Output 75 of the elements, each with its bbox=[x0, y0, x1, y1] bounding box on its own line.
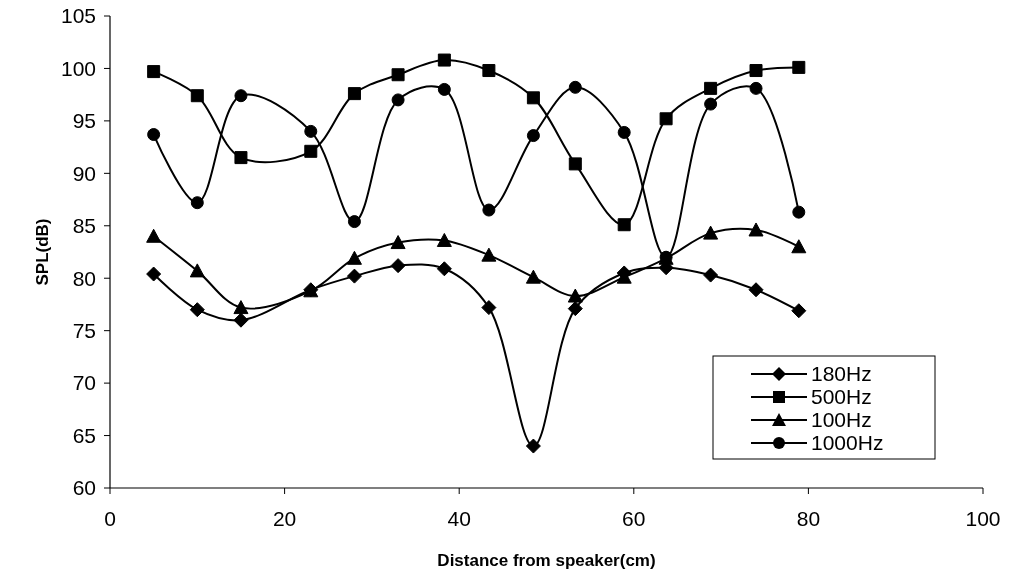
point bbox=[482, 64, 496, 78]
point bbox=[568, 80, 582, 94]
legend-label: 1000Hz bbox=[811, 431, 884, 455]
x-tick-label: 60 bbox=[622, 507, 646, 530]
point bbox=[436, 261, 452, 277]
point bbox=[304, 144, 318, 158]
legend-label: 500Hz bbox=[811, 385, 872, 409]
point bbox=[749, 64, 763, 78]
point bbox=[792, 205, 806, 219]
point bbox=[617, 125, 631, 139]
point bbox=[481, 247, 497, 262]
x-tick-label: 0 bbox=[104, 507, 116, 530]
point bbox=[704, 97, 718, 111]
point bbox=[525, 438, 541, 454]
x-tick-label: 20 bbox=[272, 507, 297, 530]
point bbox=[704, 81, 718, 95]
point bbox=[391, 68, 405, 82]
point bbox=[482, 203, 496, 217]
point bbox=[190, 196, 204, 210]
y-tick-label: 70 bbox=[72, 371, 96, 395]
point bbox=[792, 60, 806, 74]
point bbox=[526, 91, 540, 105]
point bbox=[390, 235, 406, 250]
point bbox=[146, 228, 162, 243]
point bbox=[147, 65, 161, 79]
y-tick-label: 65 bbox=[72, 423, 96, 447]
point bbox=[189, 263, 205, 278]
y-tick-label: 60 bbox=[72, 476, 96, 500]
y-tick-label: 75 bbox=[72, 319, 96, 343]
x-axis-title: Distance from speaker(cm) bbox=[437, 551, 656, 570]
point bbox=[304, 124, 318, 138]
point bbox=[234, 151, 248, 165]
point bbox=[147, 128, 161, 142]
point bbox=[791, 239, 807, 254]
point bbox=[346, 268, 362, 284]
point bbox=[791, 303, 807, 319]
legend-label: 180Hz bbox=[811, 362, 872, 386]
x-tick-label: 80 bbox=[796, 507, 821, 530]
y-tick-label: 90 bbox=[72, 161, 96, 185]
point bbox=[749, 81, 763, 95]
point bbox=[437, 53, 451, 67]
point bbox=[481, 300, 497, 316]
y-tick-label: 80 bbox=[72, 266, 96, 290]
point bbox=[233, 300, 249, 315]
point bbox=[390, 258, 406, 274]
point bbox=[617, 218, 631, 232]
y-axis-title: SPL(dB) bbox=[33, 218, 52, 286]
point bbox=[703, 225, 719, 240]
point bbox=[748, 222, 764, 237]
x-tick-label: 100 bbox=[965, 507, 1001, 530]
point bbox=[437, 82, 451, 96]
x-tick-label: 40 bbox=[447, 507, 471, 530]
y-tick-label: 85 bbox=[72, 214, 96, 238]
point bbox=[525, 269, 541, 284]
point bbox=[189, 302, 205, 318]
point bbox=[748, 282, 764, 298]
y-tick-label: 100 bbox=[60, 56, 96, 80]
legend-label: 100Hz bbox=[811, 408, 872, 432]
point bbox=[567, 301, 583, 317]
point bbox=[567, 288, 583, 303]
point bbox=[526, 129, 540, 143]
point bbox=[190, 89, 204, 103]
point bbox=[146, 266, 162, 282]
point bbox=[233, 312, 249, 328]
y-tick-label: 105 bbox=[60, 4, 96, 28]
point bbox=[347, 87, 361, 101]
point bbox=[391, 93, 405, 107]
point bbox=[234, 89, 248, 103]
point bbox=[659, 112, 673, 126]
point bbox=[436, 232, 452, 247]
point bbox=[347, 215, 361, 229]
y-tick-label: 95 bbox=[72, 109, 96, 133]
point bbox=[703, 267, 719, 283]
point bbox=[346, 250, 362, 265]
point bbox=[568, 157, 582, 171]
